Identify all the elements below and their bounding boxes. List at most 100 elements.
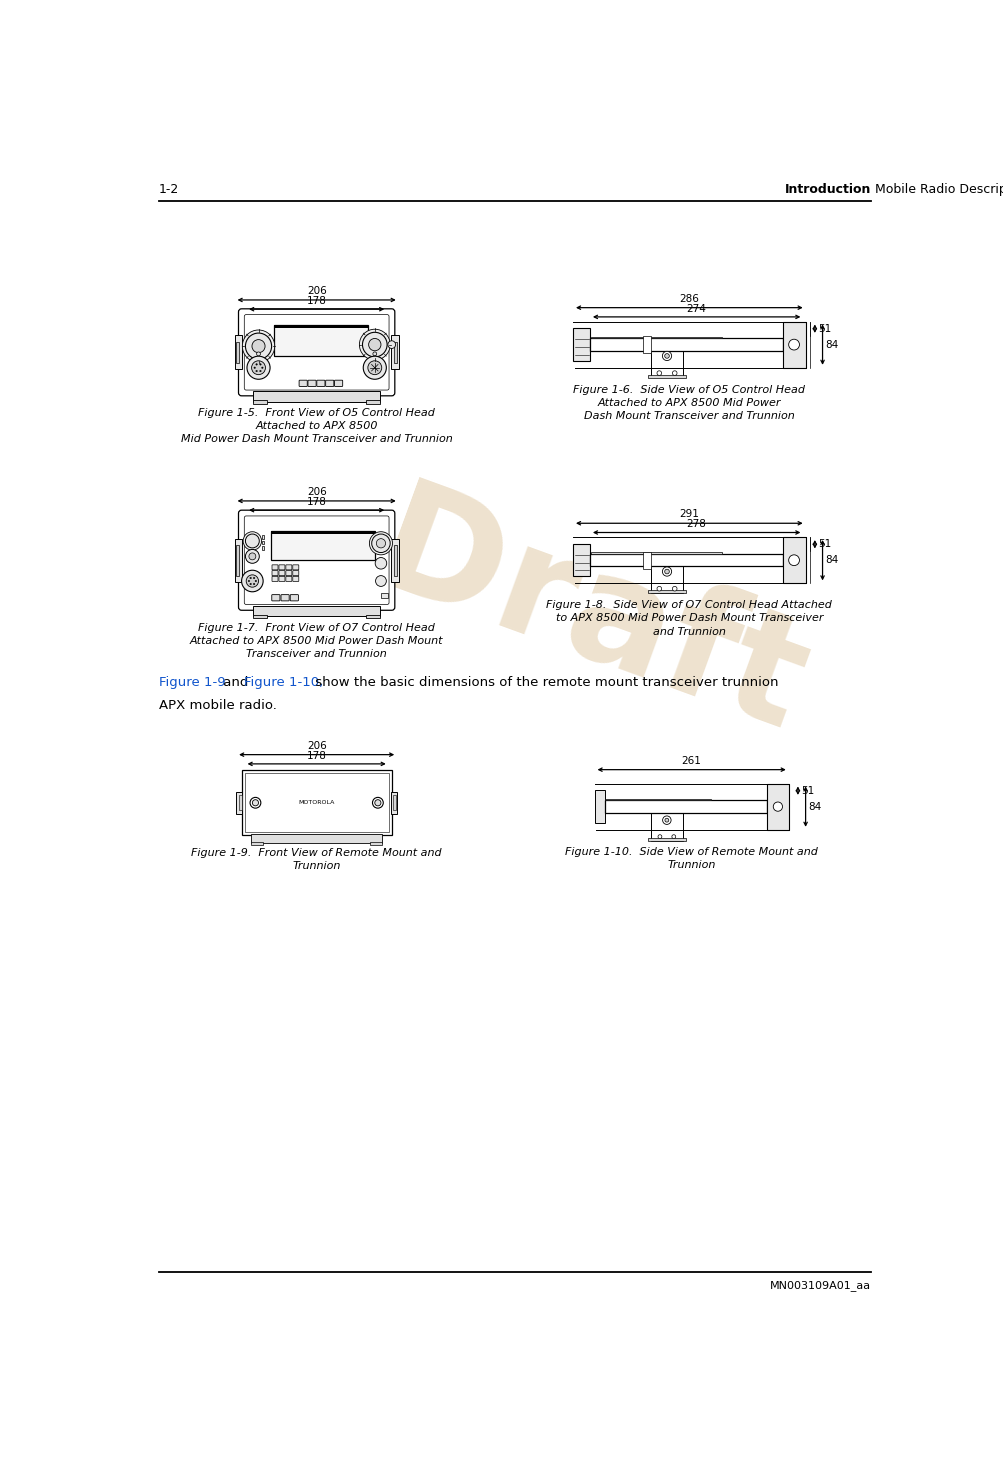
Circle shape bbox=[367, 361, 381, 374]
Bar bbox=[781, 321, 804, 368]
Bar bbox=[253, 392, 380, 402]
Circle shape bbox=[250, 797, 261, 809]
Circle shape bbox=[371, 535, 390, 552]
Bar bbox=[573, 544, 590, 576]
Circle shape bbox=[248, 580, 250, 582]
Circle shape bbox=[656, 371, 661, 376]
Text: 206: 206 bbox=[307, 488, 326, 496]
Text: MN003109A01_aa: MN003109A01_aa bbox=[769, 1280, 871, 1290]
FancyBboxPatch shape bbox=[334, 380, 342, 386]
Text: 286: 286 bbox=[679, 293, 698, 303]
Circle shape bbox=[772, 801, 781, 812]
Circle shape bbox=[372, 352, 376, 356]
Text: Figure 1-10.  Side View of Remote Mount and
Trunnion: Figure 1-10. Side View of Remote Mount a… bbox=[565, 847, 817, 871]
Text: Figure 1-5.  Front View of O5 Control Head
Attached to APX 8500
Mid Power Dash M: Figure 1-5. Front View of O5 Control Hea… bbox=[181, 408, 452, 445]
Bar bbox=[647, 591, 686, 594]
Text: Draft: Draft bbox=[355, 471, 823, 764]
FancyBboxPatch shape bbox=[272, 576, 278, 582]
Bar bbox=[650, 554, 682, 592]
Circle shape bbox=[662, 352, 671, 361]
Circle shape bbox=[253, 577, 255, 579]
FancyBboxPatch shape bbox=[272, 564, 278, 570]
Circle shape bbox=[246, 574, 258, 588]
Circle shape bbox=[375, 576, 386, 586]
Text: Figure 1-8.  Side View of O7 Control Head Attached
to APX 8500 Mid Power Dash Mo: Figure 1-8. Side View of O7 Control Head… bbox=[546, 601, 831, 636]
Circle shape bbox=[260, 370, 261, 371]
Text: 84: 84 bbox=[807, 801, 821, 812]
Bar bbox=[236, 792, 242, 813]
Circle shape bbox=[375, 557, 386, 569]
Bar bbox=[392, 795, 395, 810]
Text: 84: 84 bbox=[824, 340, 839, 349]
Circle shape bbox=[252, 340, 265, 352]
Text: 206: 206 bbox=[307, 286, 326, 296]
FancyBboxPatch shape bbox=[272, 570, 278, 576]
Circle shape bbox=[252, 800, 258, 806]
Circle shape bbox=[249, 552, 256, 560]
Text: 1-2: 1-2 bbox=[158, 183, 179, 196]
Bar bbox=[370, 841, 382, 844]
Bar bbox=[236, 545, 239, 576]
FancyBboxPatch shape bbox=[272, 595, 280, 601]
Circle shape bbox=[788, 555, 798, 566]
Circle shape bbox=[245, 535, 259, 548]
Circle shape bbox=[243, 532, 262, 551]
Circle shape bbox=[247, 356, 270, 379]
Bar bbox=[366, 614, 380, 619]
Bar bbox=[590, 336, 721, 339]
Text: show the basic dimensions of the remote mount transceiver trunnion: show the basic dimensions of the remote … bbox=[311, 676, 778, 689]
Bar bbox=[590, 552, 721, 554]
Bar bbox=[262, 546, 264, 551]
FancyBboxPatch shape bbox=[293, 570, 299, 576]
FancyBboxPatch shape bbox=[293, 576, 299, 582]
Circle shape bbox=[254, 367, 255, 368]
Text: APX mobile radio.: APX mobile radio. bbox=[158, 698, 277, 711]
Text: 84: 84 bbox=[824, 555, 839, 566]
Circle shape bbox=[363, 356, 386, 379]
Circle shape bbox=[671, 835, 675, 838]
Bar bbox=[573, 328, 590, 361]
Circle shape bbox=[664, 354, 669, 358]
Circle shape bbox=[262, 367, 263, 368]
FancyBboxPatch shape bbox=[286, 570, 292, 576]
Text: 274: 274 bbox=[686, 303, 706, 314]
Bar bbox=[766, 784, 788, 829]
Text: 261: 261 bbox=[681, 756, 701, 766]
Bar bbox=[251, 834, 382, 843]
Circle shape bbox=[372, 797, 383, 809]
Text: 206: 206 bbox=[307, 741, 326, 751]
Bar bbox=[253, 605, 380, 616]
Text: and: and bbox=[219, 676, 252, 689]
FancyBboxPatch shape bbox=[239, 309, 394, 396]
Bar bbox=[390, 539, 398, 582]
FancyBboxPatch shape bbox=[239, 510, 394, 610]
Bar bbox=[393, 545, 397, 576]
Bar bbox=[647, 838, 685, 841]
Text: Figure 1-10,: Figure 1-10, bbox=[244, 676, 322, 689]
Bar bbox=[650, 339, 682, 377]
Circle shape bbox=[788, 339, 798, 351]
Circle shape bbox=[256, 364, 257, 365]
Circle shape bbox=[664, 569, 669, 574]
Bar bbox=[605, 798, 710, 800]
Circle shape bbox=[662, 567, 671, 576]
Circle shape bbox=[662, 816, 670, 825]
FancyBboxPatch shape bbox=[299, 380, 307, 386]
Text: Introduction: Introduction bbox=[784, 183, 871, 196]
Circle shape bbox=[387, 340, 395, 349]
Text: 178: 178 bbox=[307, 296, 326, 306]
Bar bbox=[390, 792, 397, 813]
Circle shape bbox=[664, 818, 668, 822]
Circle shape bbox=[672, 586, 676, 591]
Circle shape bbox=[376, 539, 385, 548]
Text: 51: 51 bbox=[817, 539, 830, 549]
Bar bbox=[235, 539, 242, 582]
Bar bbox=[274, 326, 367, 356]
Circle shape bbox=[257, 352, 260, 356]
Bar bbox=[643, 552, 650, 569]
Bar bbox=[781, 538, 804, 583]
Bar bbox=[594, 791, 605, 823]
Text: 178: 178 bbox=[307, 496, 326, 507]
Circle shape bbox=[362, 333, 387, 356]
Circle shape bbox=[672, 371, 676, 376]
